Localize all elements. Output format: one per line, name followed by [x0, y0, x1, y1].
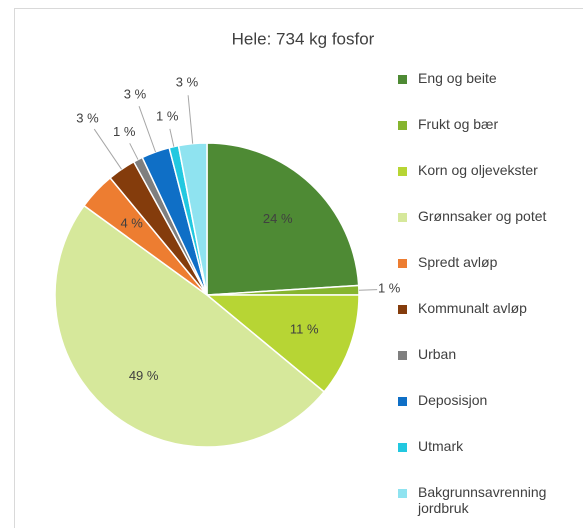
leader-line: [187, 95, 194, 144]
legend-label: Bakgrunnsavrenning jordbruk: [418, 484, 547, 516]
data-label: 3 %: [76, 111, 99, 126]
leader-line: [138, 106, 156, 153]
legend-label: Utmark: [418, 438, 464, 454]
pie-slice: [54, 204, 326, 448]
legend-item: Korn og oljevekster: [398, 162, 578, 208]
legend-swatch: [398, 305, 407, 314]
legend-label: Eng og beite: [418, 70, 497, 86]
legend-item: Eng og beite: [398, 70, 578, 116]
data-label: 4 %: [120, 216, 143, 231]
legend-item: Urban: [398, 346, 578, 392]
leader-line: [129, 143, 139, 160]
data-label: 1 %: [156, 109, 179, 124]
data-label: 24 %: [263, 211, 293, 226]
legend-label: Kommunalt avløp: [418, 300, 527, 316]
legend: Eng og beite Frukt og bær Korn og oljeveks…: [398, 70, 578, 528]
data-label: 1 %: [378, 281, 401, 296]
chart-title: Hele: 734 kg fosfor: [232, 29, 375, 48]
legend-item: Grønnsaker og potet: [398, 208, 578, 254]
legend-item: Kommunalt avløp: [398, 300, 578, 346]
legend-swatch: [398, 167, 407, 176]
legend-swatch: [398, 75, 407, 84]
legend-swatch: [398, 351, 407, 360]
legend-label: Deposisjon: [418, 392, 488, 408]
data-label: 3 %: [176, 75, 199, 90]
pie-slice: [204, 294, 360, 393]
legend-swatch: [398, 213, 407, 222]
frame: [14, 8, 583, 528]
legend-item: Deposisjon: [398, 392, 578, 438]
legend-swatch: [398, 443, 407, 452]
leader-line: [358, 289, 378, 291]
data-label: 49 %: [129, 368, 159, 383]
legend-swatch: [398, 121, 407, 130]
legend-item: Utmark: [398, 438, 578, 484]
legend-item: Bakgrunnsavrenning jordbruk: [398, 484, 578, 528]
leader-line: [93, 128, 122, 170]
leader-line: [169, 128, 175, 147]
legend-swatch: [398, 489, 407, 498]
legend-label: Grønnsaker og potet: [418, 208, 547, 224]
data-label: 1 %: [113, 124, 136, 139]
legend-label: Frukt og bær: [418, 116, 499, 132]
legend-item: Spredt avløp: [398, 254, 578, 300]
legend-label: Spredt avløp: [418, 254, 498, 270]
legend-swatch: [398, 397, 407, 406]
legend-swatch: [398, 259, 407, 268]
data-label: 11 %: [290, 321, 319, 336]
legend-label: Korn og oljevekster: [418, 162, 538, 178]
legend-label: Urban: [418, 346, 457, 362]
legend-item: Frukt og bær: [398, 116, 578, 162]
pie-slice: [206, 142, 360, 296]
data-label: 3 %: [124, 86, 147, 101]
